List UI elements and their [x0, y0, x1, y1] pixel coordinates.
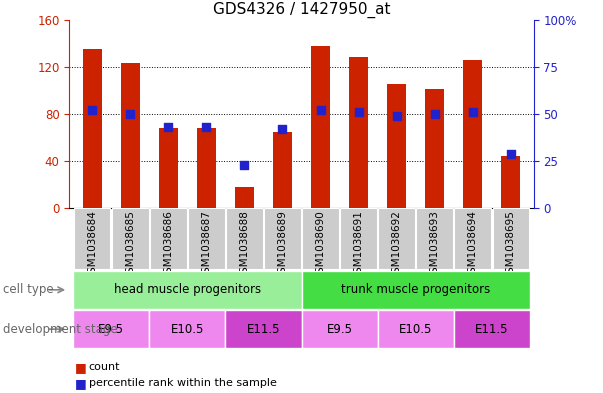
Text: count: count: [89, 362, 120, 373]
Text: percentile rank within the sample: percentile rank within the sample: [89, 378, 277, 388]
Text: GSM1038685: GSM1038685: [125, 210, 135, 280]
Text: GSM1038692: GSM1038692: [391, 210, 402, 280]
Bar: [150, 310, 226, 348]
Text: E11.5: E11.5: [247, 323, 280, 336]
Text: GSM1038694: GSM1038694: [468, 210, 478, 280]
Text: GSM1038684: GSM1038684: [87, 210, 97, 280]
Text: ■: ■: [75, 361, 87, 374]
Text: E11.5: E11.5: [475, 323, 508, 336]
Bar: [264, 208, 301, 269]
Bar: [235, 187, 254, 208]
Point: [468, 109, 478, 115]
Bar: [226, 310, 302, 348]
Bar: [378, 208, 415, 269]
Bar: [159, 128, 178, 208]
Point: [239, 162, 249, 168]
Text: E10.5: E10.5: [399, 323, 432, 336]
Bar: [83, 49, 102, 208]
Bar: [455, 208, 491, 269]
Point: [506, 151, 516, 157]
Point: [430, 111, 440, 117]
Bar: [387, 84, 406, 208]
Bar: [226, 208, 263, 269]
Bar: [112, 208, 148, 269]
Point: [201, 124, 211, 130]
Text: GSM1038688: GSM1038688: [239, 210, 250, 280]
Bar: [377, 310, 453, 348]
Text: E9.5: E9.5: [98, 323, 124, 336]
Bar: [425, 89, 444, 208]
Bar: [197, 128, 216, 208]
Point: [125, 111, 135, 117]
Point: [354, 109, 364, 115]
Text: E9.5: E9.5: [327, 323, 353, 336]
Bar: [302, 271, 530, 309]
Point: [163, 124, 173, 130]
Bar: [349, 57, 368, 208]
Bar: [273, 132, 292, 208]
Bar: [463, 60, 482, 208]
Point: [316, 107, 326, 113]
Point: [277, 126, 287, 132]
Bar: [121, 63, 140, 208]
Bar: [73, 271, 302, 309]
Bar: [302, 310, 377, 348]
Bar: [453, 310, 530, 348]
Bar: [501, 156, 520, 208]
Text: GSM1038689: GSM1038689: [277, 210, 288, 280]
Text: GSM1038690: GSM1038690: [315, 210, 326, 280]
Text: trunk muscle progenitors: trunk muscle progenitors: [341, 283, 490, 296]
Bar: [311, 46, 330, 208]
Text: GSM1038691: GSM1038691: [353, 210, 364, 280]
Text: development stage: development stage: [3, 323, 118, 336]
Title: GDS4326 / 1427950_at: GDS4326 / 1427950_at: [213, 2, 390, 18]
Text: GSM1038693: GSM1038693: [430, 210, 440, 280]
Bar: [493, 208, 529, 269]
Text: E10.5: E10.5: [171, 323, 204, 336]
Text: GSM1038695: GSM1038695: [506, 210, 516, 280]
Point: [392, 113, 402, 119]
Bar: [417, 208, 453, 269]
Text: GSM1038687: GSM1038687: [201, 210, 212, 280]
Text: cell type: cell type: [3, 283, 54, 296]
Text: head muscle progenitors: head muscle progenitors: [114, 283, 261, 296]
Text: GSM1038686: GSM1038686: [163, 210, 173, 280]
Bar: [73, 310, 150, 348]
Text: ■: ■: [75, 376, 87, 390]
Bar: [340, 208, 377, 269]
Bar: [188, 208, 225, 269]
Point: [87, 107, 97, 113]
Bar: [302, 208, 339, 269]
Bar: [150, 208, 186, 269]
Bar: [74, 208, 110, 269]
